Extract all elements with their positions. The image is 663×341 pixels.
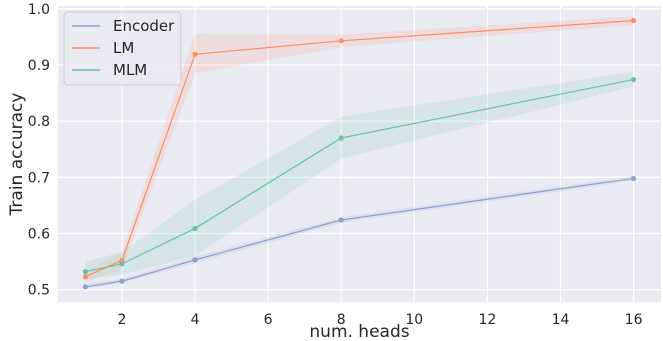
legend: Encoder LM MLM bbox=[63, 11, 182, 86]
encoder-confidence-band bbox=[85, 176, 634, 289]
y-tick-label: 0.8 bbox=[28, 114, 50, 130]
x-axis-title: num. heads bbox=[309, 322, 409, 341]
encoder-point bbox=[119, 278, 125, 284]
mlm-confidence-band bbox=[85, 71, 634, 280]
lm-point bbox=[630, 18, 637, 24]
x-tick-label: 12 bbox=[478, 312, 496, 328]
mlm-point bbox=[338, 135, 344, 141]
mlm-point bbox=[192, 225, 198, 232]
x-tick-label: 16 bbox=[625, 312, 643, 328]
grid-lines bbox=[58, 6, 661, 302]
y-tick-labels: 0.5 0.6 0.7 0.8 0.9 1.0 bbox=[28, 2, 50, 299]
lm-point bbox=[192, 51, 198, 57]
series-markers bbox=[82, 18, 637, 290]
encoder-point bbox=[192, 257, 198, 263]
mlm-point bbox=[119, 261, 125, 267]
legend-box bbox=[63, 11, 182, 86]
y-tick-label: 1.0 bbox=[28, 2, 50, 18]
encoder-point bbox=[338, 217, 344, 223]
y-axis-title: Train accuracy bbox=[7, 93, 27, 217]
y-tick-label: 0.6 bbox=[28, 226, 50, 242]
x-tick-label: 14 bbox=[552, 312, 570, 328]
x-tick-label: 6 bbox=[264, 312, 273, 328]
x-tick-label: 8 bbox=[337, 312, 346, 328]
encoder-point bbox=[630, 175, 637, 182]
y-tick-label: 0.5 bbox=[28, 283, 50, 299]
encoder-point bbox=[82, 284, 89, 290]
lm-point bbox=[82, 274, 89, 280]
mlm-point bbox=[82, 269, 89, 275]
x-tick-labels: 2 4 6 8 10 12 14 16 bbox=[117, 312, 642, 328]
x-tick-label: 2 bbox=[117, 312, 126, 328]
confidence-bands bbox=[85, 16, 634, 289]
mlm-point bbox=[630, 76, 637, 83]
y-tick-label: 0.7 bbox=[28, 170, 50, 186]
x-tick-label: 4 bbox=[191, 312, 200, 328]
legend-label-mlm: MLM bbox=[113, 61, 147, 79]
legend-label-lm: LM bbox=[113, 39, 134, 57]
legend-label-encoder: Encoder bbox=[113, 17, 175, 35]
lm-point bbox=[338, 38, 344, 44]
y-tick-label: 0.9 bbox=[28, 58, 50, 74]
x-tick-label: 10 bbox=[405, 312, 423, 328]
